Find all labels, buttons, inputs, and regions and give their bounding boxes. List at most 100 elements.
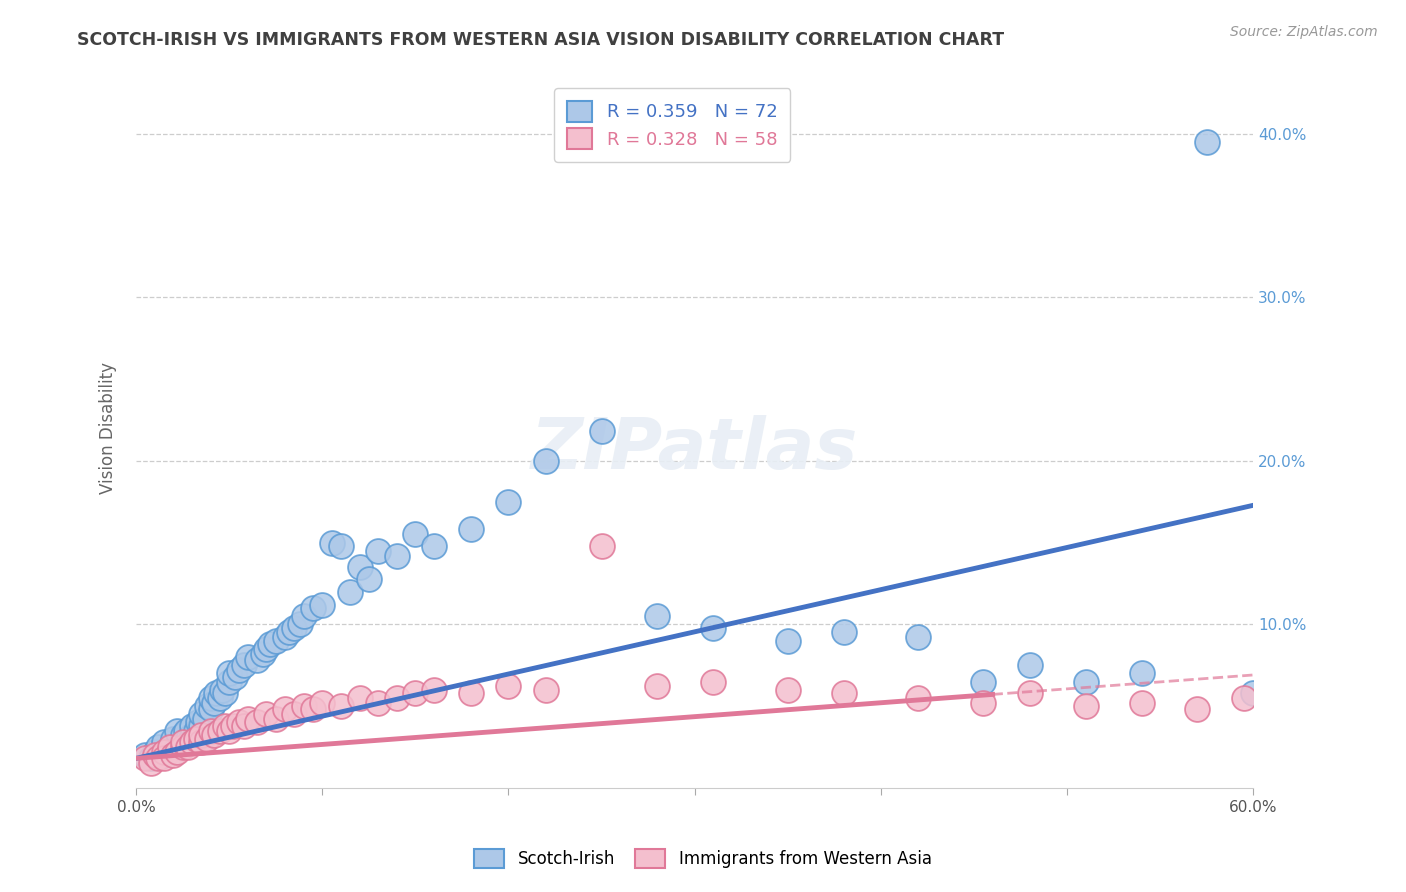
Point <box>702 674 724 689</box>
Point <box>1241 686 1264 700</box>
Point <box>302 601 325 615</box>
Point <box>176 723 198 738</box>
Point <box>329 699 352 714</box>
Point <box>177 739 200 754</box>
Point <box>159 739 181 754</box>
Point <box>1336 712 1358 726</box>
Point <box>1074 674 1097 689</box>
Point <box>148 751 170 765</box>
Point <box>153 751 176 765</box>
Point <box>498 680 520 694</box>
Point <box>233 718 256 732</box>
Point <box>246 653 269 667</box>
Point <box>256 707 278 722</box>
Point <box>228 715 250 730</box>
Point <box>194 712 217 726</box>
Point <box>423 539 446 553</box>
Point <box>460 686 482 700</box>
Point <box>211 682 233 697</box>
Point <box>1074 699 1097 714</box>
Point <box>288 617 311 632</box>
Point <box>233 658 256 673</box>
Point <box>329 539 352 553</box>
Point <box>460 523 482 537</box>
Point <box>139 756 162 771</box>
Text: SCOTCH-IRISH VS IMMIGRANTS FROM WESTERN ASIA VISION DISABILITY CORRELATION CHART: SCOTCH-IRISH VS IMMIGRANTS FROM WESTERN … <box>77 31 1004 49</box>
Point <box>647 680 669 694</box>
Point <box>190 707 212 722</box>
Point <box>311 696 333 710</box>
Point <box>264 633 287 648</box>
Point <box>236 650 259 665</box>
Point <box>1195 135 1218 149</box>
Point <box>349 690 371 705</box>
Point <box>218 723 240 738</box>
Point <box>200 690 222 705</box>
Point <box>202 696 225 710</box>
Point <box>311 598 333 612</box>
Point <box>1130 666 1153 681</box>
Point <box>218 674 240 689</box>
Point <box>187 715 209 730</box>
Point <box>1298 702 1320 716</box>
Point <box>972 674 994 689</box>
Point <box>534 454 557 468</box>
Point <box>190 735 212 749</box>
Legend: R = 0.359   N = 72, R = 0.328   N = 58: R = 0.359 N = 72, R = 0.328 N = 58 <box>554 88 790 161</box>
Point <box>205 686 228 700</box>
Point <box>702 621 724 635</box>
Point <box>162 745 184 759</box>
Point <box>139 751 162 765</box>
Point <box>832 625 855 640</box>
Point <box>423 682 446 697</box>
Point <box>264 712 287 726</box>
Point <box>349 560 371 574</box>
Point <box>134 751 156 765</box>
Point <box>200 702 222 716</box>
Point <box>404 686 426 700</box>
Point <box>208 690 231 705</box>
Point <box>321 535 343 549</box>
Point <box>534 682 557 697</box>
Point <box>256 641 278 656</box>
Point <box>166 745 188 759</box>
Point <box>153 745 176 759</box>
Text: ZIPatlas: ZIPatlas <box>531 415 859 484</box>
Point <box>181 735 204 749</box>
Point <box>195 699 218 714</box>
Point <box>172 728 194 742</box>
Point <box>236 712 259 726</box>
Point <box>162 747 184 762</box>
Point <box>1187 702 1209 716</box>
Point <box>222 718 245 732</box>
Point <box>404 527 426 541</box>
Point <box>181 728 204 742</box>
Point <box>218 666 240 681</box>
Point <box>166 723 188 738</box>
Point <box>148 739 170 754</box>
Point <box>143 745 166 759</box>
Point <box>214 718 236 732</box>
Point <box>190 728 212 742</box>
Point <box>1130 696 1153 710</box>
Legend: Scotch-Irish, Immigrants from Western Asia: Scotch-Irish, Immigrants from Western As… <box>468 842 938 875</box>
Text: Source: ZipAtlas.com: Source: ZipAtlas.com <box>1230 25 1378 39</box>
Point <box>259 637 281 651</box>
Point <box>907 631 929 645</box>
Point <box>190 718 212 732</box>
Point <box>172 735 194 749</box>
Point <box>181 718 204 732</box>
Point <box>274 702 297 716</box>
Point <box>1018 686 1040 700</box>
Y-axis label: Vision Disability: Vision Disability <box>100 362 117 494</box>
Point <box>385 549 408 563</box>
Point <box>184 723 207 738</box>
Point <box>172 739 194 754</box>
Point <box>367 696 389 710</box>
Point <box>153 747 176 762</box>
Point <box>907 690 929 705</box>
Point <box>228 663 250 677</box>
Point <box>283 707 305 722</box>
Point <box>162 731 184 746</box>
Point <box>302 702 325 716</box>
